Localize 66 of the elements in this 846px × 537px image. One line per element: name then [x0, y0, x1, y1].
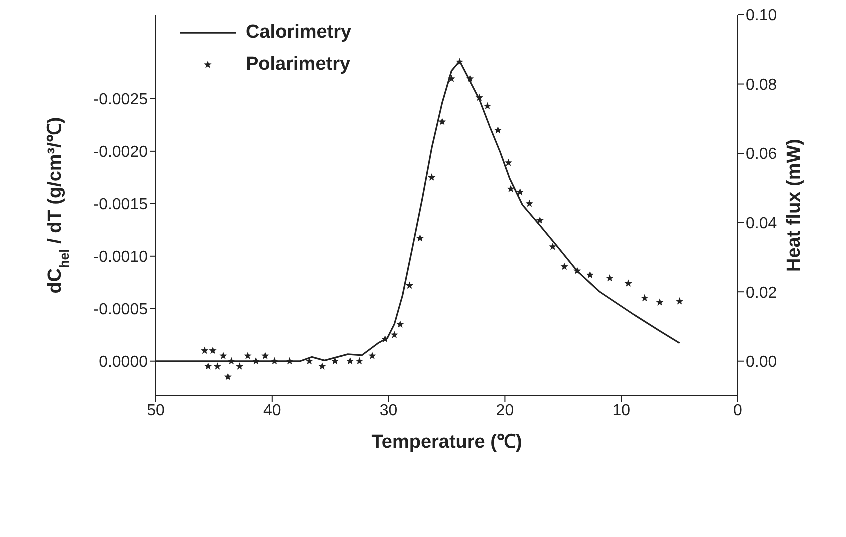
point — [516, 188, 524, 196]
point — [560, 262, 568, 270]
point — [448, 75, 456, 82]
point — [549, 242, 557, 250]
y-tick-label: -0.0010 — [94, 249, 148, 266]
y2-tick-label: 0.08 — [746, 76, 778, 94]
point — [536, 216, 544, 224]
point — [656, 298, 664, 306]
point — [574, 267, 582, 274]
point — [390, 331, 398, 338]
point — [624, 280, 632, 287]
point — [346, 357, 354, 365]
y2-tick-label: 0.06 — [746, 146, 778, 164]
point — [318, 362, 326, 370]
point — [428, 174, 436, 181]
point — [286, 357, 294, 365]
point — [262, 352, 270, 360]
point — [476, 94, 484, 102]
x-tick-label: 0 — [734, 402, 743, 420]
point — [382, 335, 390, 343]
legend-label: Polarimetry — [246, 54, 351, 76]
point — [228, 357, 236, 365]
point — [204, 362, 212, 370]
point — [586, 271, 594, 279]
point — [236, 362, 244, 370]
y2-tick-label: 0.02 — [746, 284, 778, 302]
point — [396, 320, 404, 328]
point — [438, 118, 446, 126]
point — [456, 58, 464, 66]
y2-tick-label: 0.00 — [746, 354, 778, 372]
x-tick-label: 40 — [264, 402, 282, 420]
point — [606, 274, 614, 282]
y-tick-label: -0.0025 — [94, 92, 148, 109]
y2-tick-label: 0.10 — [746, 8, 778, 25]
point — [368, 352, 376, 360]
x-axis-title: Temperature (℃) — [372, 432, 522, 453]
x-tick-label: 30 — [380, 402, 398, 420]
point — [507, 185, 515, 192]
legend-label: Calorimetry — [246, 22, 352, 44]
point — [201, 346, 209, 354]
point — [494, 126, 502, 134]
point — [676, 298, 684, 305]
point — [244, 352, 252, 360]
y2-axis-title: Heat flux (mW) — [784, 139, 805, 272]
point — [356, 357, 364, 365]
point — [252, 357, 260, 365]
point — [406, 282, 414, 290]
point — [209, 346, 217, 354]
point — [220, 352, 228, 360]
y2-tick-label: 0.04 — [746, 216, 778, 232]
point — [416, 234, 424, 242]
y-tick-label: -0.0015 — [94, 196, 148, 214]
point — [484, 102, 492, 110]
point — [466, 75, 474, 82]
point — [270, 357, 279, 365]
x-tick-label: 50 — [147, 402, 165, 420]
point — [504, 158, 512, 166]
y-tick-label: 0.0000 — [99, 354, 148, 372]
point — [641, 294, 649, 302]
x-tick-label: 20 — [496, 402, 514, 420]
x-tick-label: 10 — [612, 402, 631, 420]
point — [526, 200, 534, 208]
y-tick-label: -0.0020 — [94, 144, 148, 162]
y-tick-label: -0.0005 — [94, 302, 148, 319]
point — [214, 362, 222, 370]
point — [224, 373, 232, 380]
